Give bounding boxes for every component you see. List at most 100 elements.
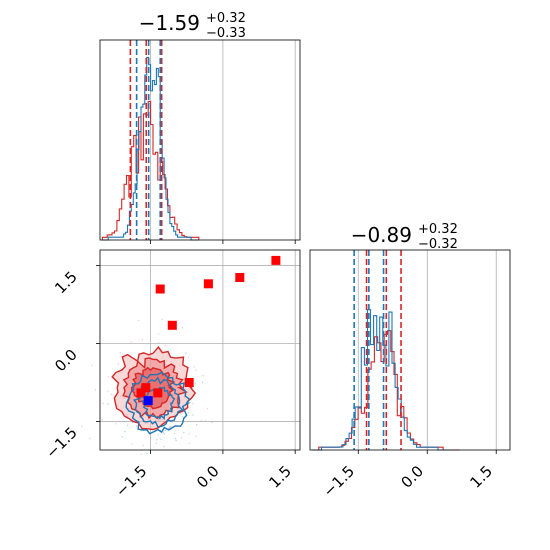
joint-sample-point <box>187 412 189 414</box>
joint-sample-point <box>94 389 97 391</box>
joint-sample-point <box>188 433 190 435</box>
joint-sample-point <box>181 327 183 329</box>
joint-sample-point <box>192 414 194 416</box>
joint-sample-point <box>201 381 204 384</box>
joint-y-tick-label: 0.0 <box>51 346 81 376</box>
joint-y-tick-label: 1.5 <box>51 268 81 298</box>
joint-sample-point <box>140 453 142 455</box>
hist1-blue-step <box>102 56 199 241</box>
joint-sample-point <box>192 403 194 405</box>
joint-sample-point <box>157 434 160 436</box>
joint-red-square-marker <box>153 388 163 398</box>
joint-blue-square-marker <box>143 396 153 406</box>
joint-sample-point <box>141 339 144 341</box>
joint-sample-point <box>157 342 160 344</box>
joint-sample-point <box>135 425 138 427</box>
param2-title: −0.89 <box>351 223 412 247</box>
joint-red-square-marker <box>235 273 245 282</box>
joint-sample-point <box>206 407 209 410</box>
joint-sample-point <box>163 446 165 448</box>
joint-sample-point <box>175 439 177 442</box>
joint-sample-point <box>146 452 148 454</box>
joint-blue-contour-mid <box>133 376 184 428</box>
joint-sample-point <box>142 444 144 447</box>
joint-sample-point <box>194 382 196 384</box>
joint-sample-point <box>156 439 158 441</box>
joint-sample-point <box>175 437 177 440</box>
joint-sample-point <box>169 426 171 429</box>
joint-sample-point <box>115 423 118 425</box>
joint-sample-point <box>183 431 185 434</box>
joint-sample-point <box>163 433 165 435</box>
joint-sample-point <box>211 421 213 424</box>
joint-sample-point <box>181 416 183 418</box>
joint-sample-point <box>124 420 126 423</box>
joint-sample-point <box>187 356 190 359</box>
joint-frame <box>99 249 301 451</box>
marginal-histogram-param1 <box>99 39 301 244</box>
joint-x-tick-label: 1.5 <box>265 462 295 492</box>
param2-title-plus: +0.32 <box>418 222 458 237</box>
joint-x-tick-label: −1.5 <box>112 462 150 500</box>
marginal-histogram-param2: −1.5 0.0 1.5 <box>309 249 511 501</box>
joint-sample-point <box>161 318 163 321</box>
joint-sample-point <box>135 472 138 474</box>
param2-title-minus: −0.32 <box>418 237 458 252</box>
joint-sample-point <box>185 352 187 354</box>
joint-sample-point <box>127 424 129 427</box>
joint-sample-point <box>89 437 91 440</box>
joint-sample-point <box>130 341 132 343</box>
joint-red-square-marker <box>136 388 146 398</box>
joint-sample-point <box>188 442 190 445</box>
joint-sample-point <box>162 431 165 433</box>
joint-sample-point <box>195 369 197 371</box>
param1-title-plus: +0.32 <box>206 11 246 26</box>
joint-red-square-marker <box>141 383 151 393</box>
joint-y-tick-label: −1.5 <box>42 424 80 462</box>
hist2-blue-step <box>312 309 451 451</box>
hist1-frame <box>99 39 301 241</box>
joint-sample-point <box>160 438 162 440</box>
joint-sample-point <box>117 363 120 365</box>
joint-sample-point <box>195 435 197 437</box>
joint-sample-point <box>168 427 170 430</box>
joint-sample-point <box>107 376 110 378</box>
joint-sample-point <box>102 402 104 405</box>
joint-sample-point <box>193 366 195 368</box>
joint-sample-point <box>204 420 207 422</box>
joint-sample-point <box>111 393 113 396</box>
hist2-frame <box>309 249 511 451</box>
param1-title: −1.59 <box>139 11 200 35</box>
joint-red-square-marker <box>155 284 165 294</box>
joint-red-square-marker <box>184 378 194 387</box>
joint-sample-point <box>173 433 176 435</box>
joint-sample-point <box>119 351 122 354</box>
joint-x-tick-label: 0.0 <box>193 462 223 492</box>
joint-sample-point <box>202 374 204 377</box>
hist1-red-step <box>101 100 200 240</box>
joint-sample-point <box>164 429 166 432</box>
joint-sample-point <box>180 413 182 415</box>
joint-sample-point <box>196 423 198 426</box>
hist2-x-tick-label: 1.5 <box>466 462 496 492</box>
joint-sample-point <box>158 333 160 335</box>
hist2-x-tick-label: 0.0 <box>397 462 427 492</box>
joint-sample-point <box>121 436 123 438</box>
joint-sample-point <box>124 430 126 433</box>
param1-title-minus: −0.33 <box>206 26 246 41</box>
joint-blue-contour-outer <box>125 371 191 435</box>
joint-sample-point <box>170 425 172 428</box>
hist2-x-tick-label: −1.5 <box>320 462 358 500</box>
joint-sample-point <box>131 443 133 445</box>
joint-sample-point <box>180 437 183 439</box>
joint-sample-point <box>81 425 83 427</box>
joint-red-square-marker <box>167 320 177 330</box>
joint-sample-point <box>107 403 109 405</box>
joint-sample-point <box>137 319 140 322</box>
joint-red-square-marker <box>271 255 281 265</box>
joint-sample-point <box>101 419 104 421</box>
joint-blue-contour-inner <box>141 386 176 420</box>
joint-sample-point <box>200 420 202 422</box>
joint-sample-point <box>91 364 93 366</box>
